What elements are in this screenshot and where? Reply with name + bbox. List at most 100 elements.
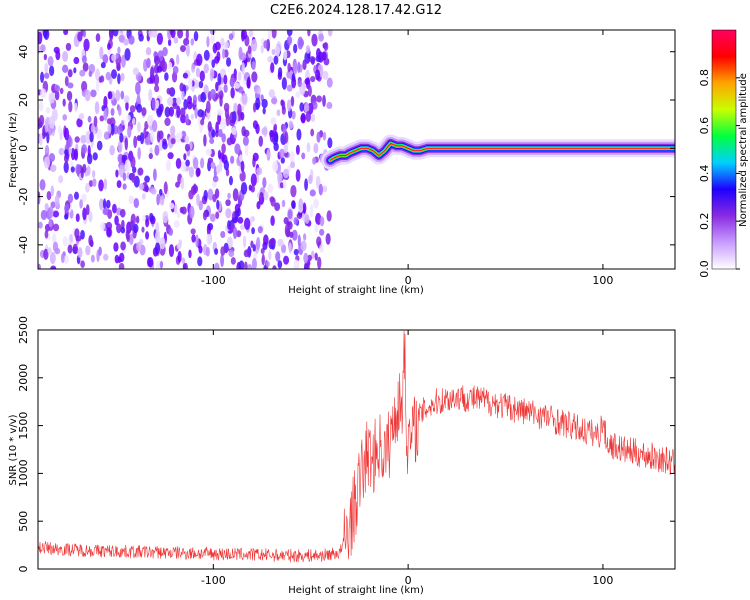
spectrogram-noise-cell: [112, 203, 117, 214]
spectrogram-noise-cell: [131, 172, 136, 183]
spectrogram-noise-cell: [216, 199, 220, 210]
spectrogram-noise-cell: [50, 265, 57, 269]
spectrogram-noise-cell: [168, 106, 175, 117]
spectrogram-noise-cell: [182, 72, 189, 79]
spectrogram-y-axis: -40 -20 0 20 40: [17, 45, 675, 254]
spectrogram-noise-cell: [301, 152, 306, 160]
spectrogram-noise-cell: [115, 169, 119, 178]
spectrogram-noise-cell: [315, 69, 321, 81]
spectrogram-y-tick-label: -40: [17, 236, 30, 254]
spectrogram-noise-cell: [319, 228, 325, 236]
spectrogram-noise-cell: [173, 220, 180, 228]
spectrogram-noise-cell: [99, 115, 105, 122]
spectrogram-noise-cell: [270, 197, 276, 207]
spectrogram-noise-cell: [213, 262, 220, 269]
spectrogram-noise-cell: [251, 61, 256, 71]
spectrogram-noise-cell: [88, 211, 93, 223]
spectrogram-noise-cell: [212, 43, 218, 54]
spectrogram-noise-cell: [262, 107, 266, 115]
snr-x-label: Height of straight line (km): [288, 585, 424, 596]
spectrogram-noise-cell: [246, 76, 251, 89]
spectrogram-noise-cell: [188, 166, 194, 178]
spectrogram-noise-cell: [165, 159, 172, 172]
spectrogram-noise-cell: [191, 234, 196, 243]
spectrogram-noise-cell: [62, 50, 69, 62]
spectrogram-noise-cell: [92, 178, 97, 187]
snr-y-tick-label: 1500: [17, 412, 30, 440]
spectrogram-noise-cell: [308, 174, 313, 185]
spectrogram-noise-cell: [252, 120, 258, 130]
spectrogram-noise-cell: [241, 126, 246, 137]
spectrogram-noise-cell: [303, 252, 309, 264]
spectrogram-noise-cell: [40, 88, 47, 99]
spectrogram-noise-cell: [299, 102, 305, 112]
spectrogram-noise-cell: [121, 219, 125, 230]
spectrogram-noise-cell: [262, 177, 267, 189]
spectrogram-noise-cell: [305, 44, 311, 54]
spectrogram-noise-cell: [122, 183, 127, 190]
spectrogram-noise-cell: [142, 214, 146, 222]
spectrogram-noise-cell: [313, 143, 319, 154]
colorbar-tick-label: 0.2: [698, 212, 711, 230]
spectrogram-noise-cell: [327, 137, 333, 149]
spectrogram-noise-cell: [80, 229, 85, 240]
spectrogram-noise-cell: [302, 59, 307, 71]
spectrogram-noise-cell: [135, 81, 141, 95]
spectrogram-noise-cell: [79, 69, 86, 77]
spectrogram-noise-cell: [167, 61, 173, 70]
snr-x-axis: -100 0 100: [201, 330, 613, 587]
spectrogram-noise-cell: [220, 118, 227, 130]
spectrogram-noise-cell: [246, 263, 253, 269]
spectrogram-noise-cell: [179, 206, 184, 214]
spectrogram-noise-cell: [58, 125, 62, 135]
spectrogram-noise-cell: [220, 231, 226, 239]
spectrogram-noise-cell: [290, 95, 295, 107]
spectrogram-noise-cell: [80, 260, 85, 269]
spectrogram-noise-cell: [289, 150, 295, 164]
spectrogram-noise-cell: [84, 89, 91, 102]
spectrogram-noise-cell: [284, 131, 289, 144]
spectrogram-noise-cell: [231, 110, 237, 124]
spectrogram-noise-cell: [307, 30, 311, 37]
spectrogram-noise-cell: [288, 242, 292, 254]
spectrogram-noise-cell: [280, 244, 287, 254]
spectrogram-noise-cell: [132, 117, 136, 125]
spectrogram-noise-cell: [143, 127, 147, 140]
spectrogram-noise-cell: [145, 47, 152, 56]
spectrogram-noise-cell: [180, 114, 187, 124]
spectrogram-noise-cell: [287, 209, 293, 220]
spectrogram-noise-cell: [209, 213, 216, 222]
spectrogram-noise-cell: [229, 155, 235, 164]
spectrogram-noise-cell: [64, 203, 70, 213]
spectrogram-noise-cell: [270, 97, 278, 105]
spectrogram-noise-cell: [221, 143, 226, 154]
spectrogram-noise-cell: [252, 152, 259, 162]
colorbar: 0.0 0.2 0.4 0.6 0.8 Normalized spectral ampl…: [698, 29, 749, 278]
spectrogram-noise-cell: [267, 55, 274, 63]
spectrogram-noise-cell: [50, 164, 57, 173]
spectrogram-noise-cell: [207, 157, 214, 164]
spectrogram-noise-cell: [81, 55, 87, 64]
spectrogram-noise-cell: [174, 204, 178, 214]
spectrogram-noise-cell: [103, 253, 109, 261]
spectrogram-noise-cell: [240, 30, 245, 42]
spectrogram-noise-cell: [107, 123, 112, 135]
spectrogram-noise-cell: [141, 226, 145, 233]
spectrogram-noise-cell: [198, 80, 204, 89]
spectrogram-noise-cell: [133, 135, 138, 149]
spectrogram-noise-cell: [258, 135, 264, 147]
spectrogram-noise-cell: [220, 37, 225, 47]
spectrogram-noise-cell: [316, 95, 322, 103]
spectrogram-noise-cell: [250, 216, 256, 223]
spectrogram-noise-cell: [175, 97, 182, 106]
spectrogram-noise-cell: [55, 50, 61, 61]
spectrogram-noise-cell: [317, 215, 321, 225]
spectrogram-noise-cell: [88, 180, 94, 187]
spectrogram-noise-cell: [39, 179, 46, 191]
spectrogram-noise-cell: [211, 59, 216, 68]
spectrogram-noise-cell: [176, 105, 181, 118]
spectrogram-noise-cell: [85, 245, 91, 256]
spectrogram-noise-cell: [136, 92, 141, 104]
spectrogram-noise-cell: [185, 159, 190, 167]
spectrogram-noise-cell: [237, 216, 244, 224]
